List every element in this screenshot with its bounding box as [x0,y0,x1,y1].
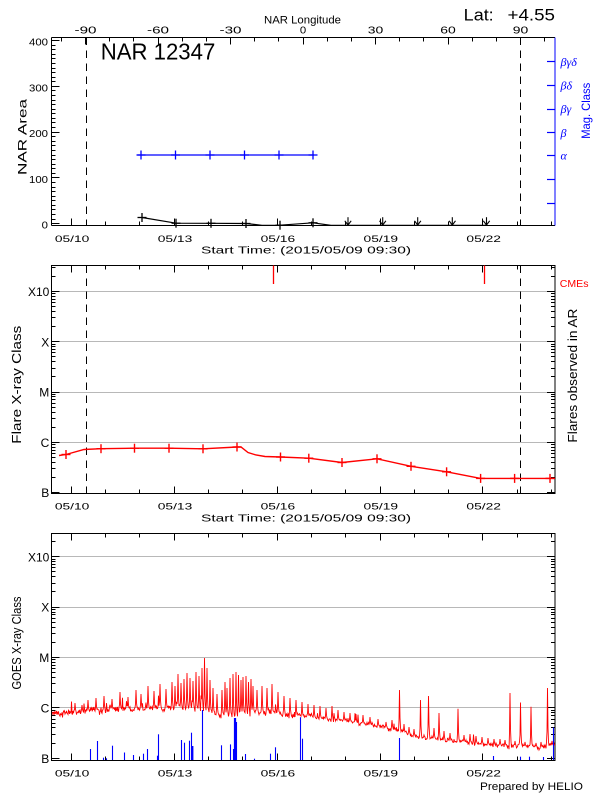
svg-text:05/10: 05/10 [55,769,90,780]
svg-text:β: β [560,126,567,140]
svg-text:Prepared by HELIO: Prepared by HELIO [480,781,583,793]
svg-text:X: X [41,335,49,349]
svg-text:60: 60 [440,25,456,37]
svg-text:C: C [41,701,50,715]
svg-text:05/16: 05/16 [261,234,296,245]
svg-text:05/13: 05/13 [158,234,193,245]
svg-text:NAR Area: NAR Area [15,99,29,175]
svg-text:Lat:: Lat: [464,6,494,25]
svg-text:+4.55: +4.55 [508,6,556,25]
svg-text:CMEs: CMEs [560,278,589,290]
svg-text:Flares observed in AR: Flares observed in AR [566,309,580,443]
svg-text:Start Time: (2015/05/09 09:30): Start Time: (2015/05/09 09:30) [201,244,411,256]
svg-text:Mag. Class: Mag. Class [579,83,593,139]
svg-text:0: 0 [300,25,306,37]
svg-text:Flare X-ray Class: Flare X-ray Class [10,326,24,444]
svg-text:0: 0 [42,220,48,232]
svg-text:90: 90 [513,25,529,37]
svg-text:B: B [41,486,49,500]
svg-text:βγ: βγ [560,102,572,116]
svg-text:05/16: 05/16 [261,502,296,513]
svg-text:05/22: 05/22 [466,769,501,780]
svg-text:05/19: 05/19 [364,769,399,780]
svg-text:X: X [41,601,49,615]
svg-text:-60: -60 [147,25,169,37]
svg-text:05/19: 05/19 [364,502,399,513]
svg-text:05/22: 05/22 [466,234,501,245]
svg-text:Start Time: (2015/05/09 09:30): Start Time: (2015/05/09 09:30) [201,513,411,525]
svg-text:βδ: βδ [560,79,573,93]
svg-text:05/13: 05/13 [158,769,193,780]
svg-text:-30: -30 [220,25,242,37]
svg-text:200: 200 [29,128,48,140]
svg-text:300: 300 [29,82,48,94]
svg-text:05/13: 05/13 [158,502,193,513]
svg-text:NAR Longitude: NAR Longitude [264,14,341,26]
svg-text:05/10: 05/10 [55,234,90,245]
svg-text:α: α [561,149,568,163]
svg-text:C: C [41,436,50,450]
svg-text:05/19: 05/19 [364,234,399,245]
svg-text:-90: -90 [75,25,97,37]
svg-text:05/10: 05/10 [55,502,90,513]
svg-text:GOES X-ray Class: GOES X-ray Class [10,597,24,690]
svg-text:400: 400 [29,37,48,49]
svg-text:100: 100 [29,174,48,186]
svg-text:B: B [41,752,49,766]
svg-text:NAR 12347: NAR 12347 [101,39,216,65]
svg-text:βγδ: βγδ [560,55,578,69]
svg-text:X10: X10 [28,285,50,299]
svg-text:M: M [39,651,49,665]
svg-text:X10: X10 [28,550,50,564]
svg-text:05/22: 05/22 [466,502,501,513]
svg-text:M: M [39,386,49,400]
svg-text:30: 30 [368,25,384,37]
svg-text:05/16: 05/16 [261,769,296,780]
